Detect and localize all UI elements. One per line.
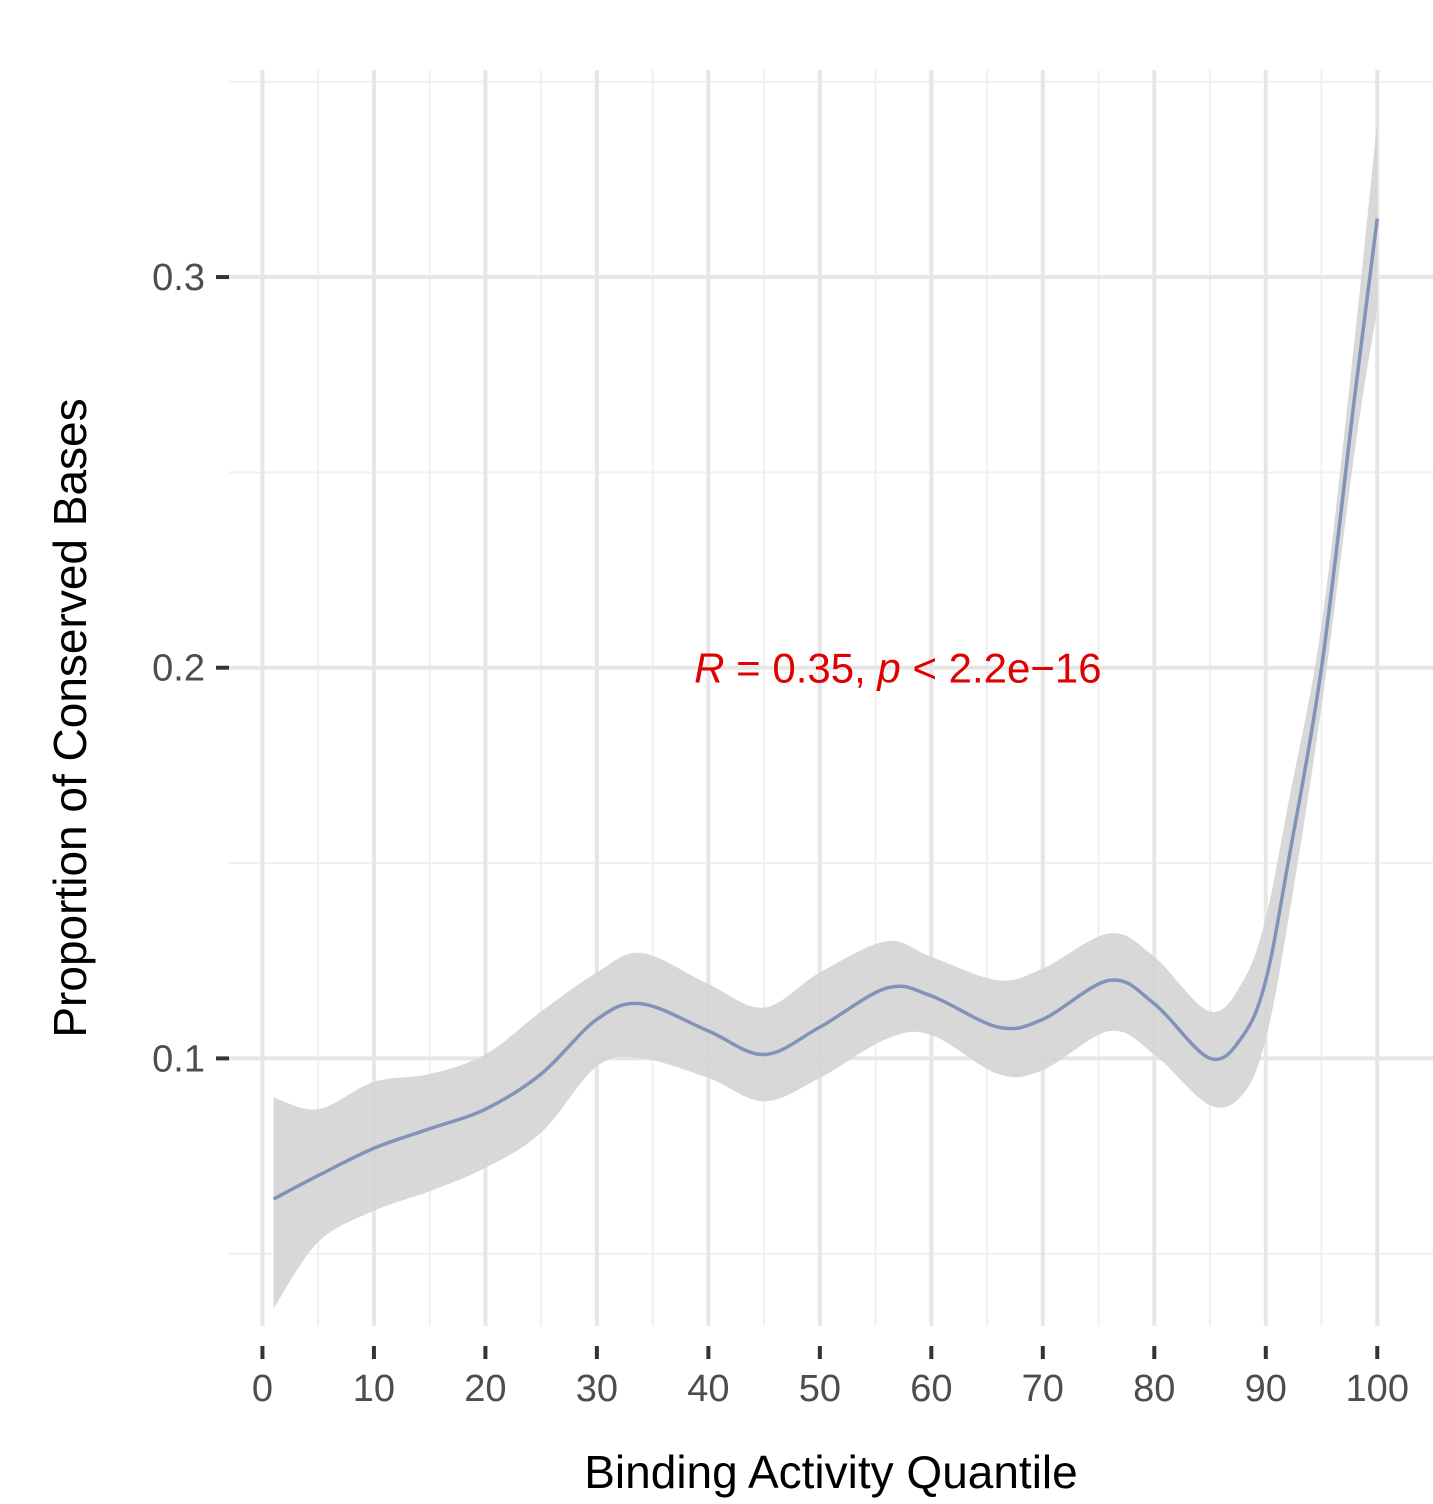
- x-tick-label: 100: [1346, 1368, 1409, 1410]
- x-tick-label: 60: [910, 1368, 952, 1410]
- x-tick-label: 20: [464, 1368, 506, 1410]
- x-axis-title: Binding Activity Quantile: [584, 1446, 1078, 1498]
- annotation-r-value: = 0.35,: [724, 645, 877, 692]
- y-tick-label: 0.1: [152, 1038, 205, 1080]
- smooth-line-layer: [272, 218, 1379, 1201]
- y-axis-title: Proportion of Conserved Bases: [44, 398, 96, 1037]
- x-tick-label: 90: [1245, 1368, 1287, 1410]
- x-tick-label: 70: [1022, 1368, 1064, 1410]
- x-tick-label: 10: [353, 1368, 395, 1410]
- axes-layer: 0.1 0.2 0.3 0 10 20 30 40 50 60 70 80 90 100: [152, 257, 1409, 1410]
- y-tick-label: 0.2: [152, 648, 205, 690]
- annotation-p-value: < 2.2e−16: [901, 645, 1102, 692]
- x-tick-label: 80: [1133, 1368, 1175, 1410]
- smooth-fit-line: [272, 218, 1379, 1201]
- annotation-p-symbol: p: [875, 645, 900, 692]
- confidence-band: [273, 120, 1378, 1309]
- x-tick-label: 30: [576, 1368, 618, 1410]
- x-tick-label: 0: [252, 1368, 273, 1410]
- x-tick-label: 40: [687, 1368, 729, 1410]
- confidence-band-layer: [273, 120, 1378, 1309]
- x-tick-label: 50: [799, 1368, 841, 1410]
- y-tick-label: 0.3: [152, 257, 205, 299]
- annotation-r-symbol: R: [694, 645, 724, 692]
- correlation-annotation: R = 0.35, p < 2.2e−16: [694, 645, 1102, 692]
